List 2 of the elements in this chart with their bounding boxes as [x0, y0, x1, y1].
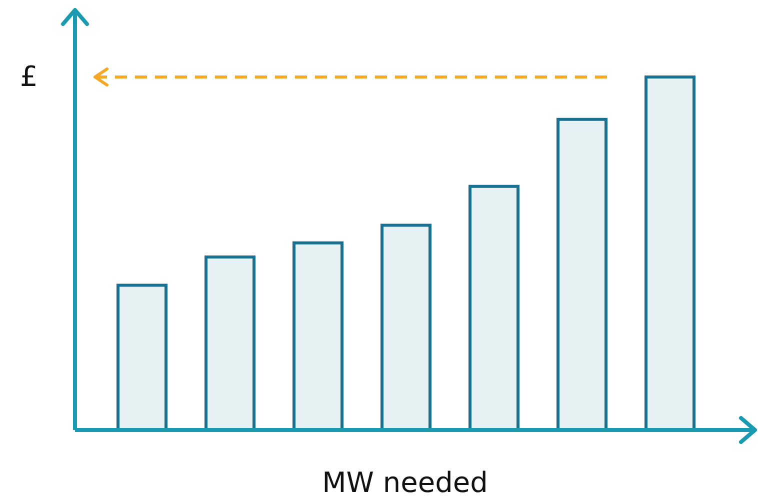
x-axis-title: MW needed	[321, 466, 489, 499]
y-axis-title: £	[20, 60, 38, 93]
